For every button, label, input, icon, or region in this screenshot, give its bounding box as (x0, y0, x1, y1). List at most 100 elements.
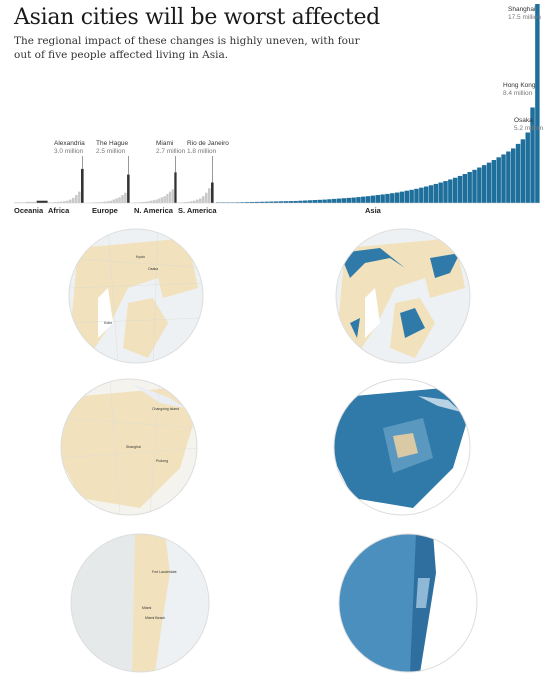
bar-asia-4 (235, 202, 240, 203)
annotation-value: 8.4 million (503, 90, 533, 97)
svg-text:Shanghai: Shanghai (126, 445, 141, 449)
region-label-n-america: N. America (134, 206, 174, 215)
bar-asia-27 (346, 197, 352, 203)
map-shanghai-flooded[interactable] (333, 378, 471, 516)
bar-asia-43 (423, 186, 429, 203)
bar-asia-38 (399, 191, 405, 203)
bar-asia-0 (216, 202, 221, 203)
bar-asia-10 (264, 201, 269, 203)
bar-africa-6 (66, 200, 69, 203)
bar-asia-12 (274, 201, 279, 203)
svg-text:Pudong: Pudong (156, 459, 168, 463)
svg-text:Changxing Island: Changxing Island (152, 407, 179, 411)
svg-text:Kyoto: Kyoto (136, 255, 145, 259)
bar-europe-12 (127, 174, 130, 203)
bar-n-america-11 (163, 196, 166, 203)
bar-africa-10 (78, 191, 81, 203)
bar-s-america-2 (184, 202, 187, 203)
bar-asia-24 (332, 198, 337, 203)
svg-text:Miami: Miami (142, 606, 152, 610)
bar-asia-1 (220, 202, 226, 203)
bar-asia-35 (385, 193, 390, 203)
bar-africa-0 (48, 202, 51, 203)
bar-asia-45 (433, 183, 439, 203)
bar-asia-13 (278, 201, 284, 203)
bar-asia-8 (254, 201, 260, 203)
bar-europe-0 (92, 202, 95, 203)
bar-africa-1 (51, 202, 54, 203)
bar-africa-7 (69, 199, 72, 203)
map-shanghai-current[interactable]: Shanghai Changxing Island Pudong (60, 378, 198, 516)
bar-n-america-1 (136, 202, 139, 203)
annotation-value: 1.8 million (187, 148, 217, 155)
bar-europe-3 (100, 201, 104, 203)
bar-asia-40 (409, 189, 414, 203)
annotation-value: 2.5 million (96, 148, 126, 155)
annotation-city: Hong Kong (503, 82, 536, 89)
bar-s-america-5 (193, 200, 196, 203)
annotation-value: 3.0 million (54, 148, 84, 155)
bar-asia-34 (380, 194, 385, 203)
bar-asia-63 (520, 139, 526, 203)
bar-asia-11 (269, 201, 274, 203)
bar-europe-8 (115, 198, 118, 203)
map-miami-current[interactable]: Fort Lauderdale Miami Miami Beach (70, 533, 210, 673)
bar-asia-32 (370, 195, 376, 203)
bar-asia-18 (303, 200, 308, 203)
bar-asia-25 (336, 198, 342, 203)
bar-s-america-11 (211, 182, 214, 203)
bar-europe-6 (109, 200, 113, 203)
annotation-city: Miami (156, 140, 173, 147)
chart-title: Asian cities will be worst affected (14, 5, 380, 30)
bar-africa-3 (57, 201, 60, 203)
bar-asia-37 (394, 192, 400, 203)
bar-europe-5 (106, 201, 110, 203)
bar-n-america-14 (171, 189, 174, 203)
annotation-value: 17.5 million (508, 14, 541, 21)
bar-africa-8 (72, 197, 75, 203)
bar-asia-16 (293, 200, 298, 203)
bar-asia-44 (428, 185, 434, 203)
bar-n-america-9 (158, 198, 161, 203)
bar-asia-9 (259, 201, 264, 203)
bar-asia-7 (249, 201, 255, 203)
bar-asia-23 (327, 199, 332, 203)
bar-asia-29 (356, 197, 361, 203)
annotation-value: 2.7 million (156, 148, 186, 155)
bar-chart: Oceania Africa Europe N. America S. America A… (14, 4, 544, 215)
bar-asia-2 (225, 202, 231, 203)
bar-asia-54 (477, 167, 482, 203)
bar-s-america-4 (190, 201, 193, 203)
bar-asia-21 (317, 199, 322, 203)
bar-asia-14 (283, 201, 289, 203)
bar-asia-31 (365, 196, 371, 203)
bar-s-america-9 (205, 192, 208, 203)
bar-asia-58 (496, 157, 501, 203)
bar-s-america-8 (202, 196, 205, 203)
bar-asia-22 (322, 199, 327, 203)
bar-asia-3 (230, 202, 235, 203)
map-osaka-flooded[interactable] (335, 228, 471, 364)
bar-asia-50 (457, 175, 463, 203)
bar-asia-51 (462, 174, 468, 203)
bar-n-america-13 (168, 191, 172, 203)
bar-asia-62 (515, 143, 521, 203)
svg-text:Miami Beach: Miami Beach (145, 616, 165, 620)
bar-s-america-0 (178, 202, 181, 203)
bar-asia-26 (341, 198, 347, 203)
bar-asia-42 (419, 187, 424, 203)
bar-asia-52 (467, 171, 472, 203)
region-label-oceania: Oceania (14, 206, 44, 215)
bar-europe-11 (124, 192, 127, 203)
map-miami-flooded[interactable] (338, 533, 478, 673)
bar-n-america-12 (166, 193, 169, 203)
bar-africa-11 (81, 168, 84, 203)
bar-europe-7 (112, 199, 115, 203)
bar-europe-1 (94, 202, 98, 203)
bar-n-america-5 (147, 201, 150, 203)
bar-asia-48 (448, 179, 453, 203)
annotation-value: 5.2 million (514, 125, 544, 132)
bar-n-america-0 (134, 202, 137, 203)
annotation-city: The Hague (96, 140, 129, 147)
map-osaka-current[interactable]: Osaka Kyoto Kobe (68, 228, 204, 364)
